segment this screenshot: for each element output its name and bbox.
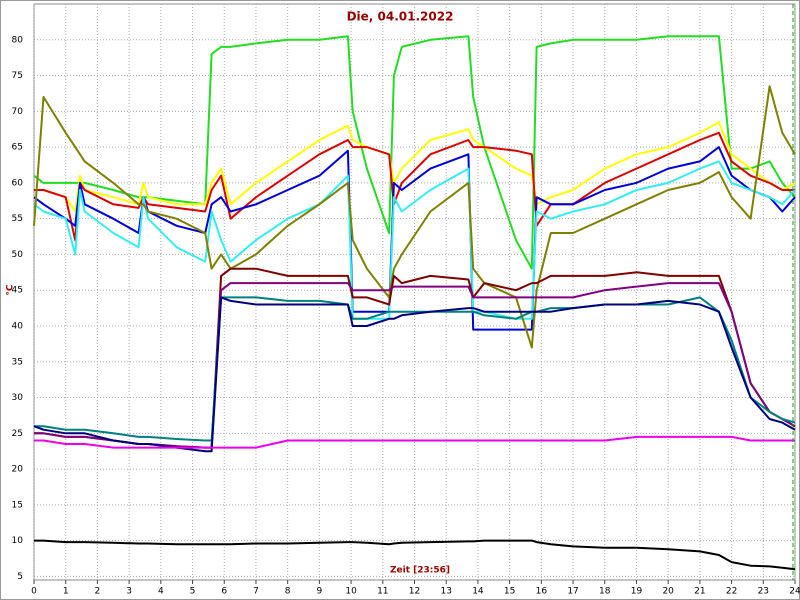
series-line — [34, 131, 795, 242]
x-tick-label: 9 — [317, 587, 323, 597]
x-tick-label: 2 — [95, 587, 101, 597]
y-tick-label: 15 — [12, 500, 23, 510]
x-tick-label: 4 — [158, 587, 164, 597]
y-tick-label: 80 — [12, 35, 24, 45]
x-tick-label: 0 — [31, 587, 37, 597]
x-tick-label: 20 — [662, 587, 674, 597]
x-tick-label: 17 — [567, 587, 578, 597]
series-line — [34, 539, 796, 571]
y-tick-label: 40 — [12, 321, 24, 331]
y-tick-label: 25 — [12, 429, 23, 439]
series-line — [33, 85, 796, 349]
y-tick-label: 50 — [12, 250, 24, 260]
x-tick-label: 13 — [440, 587, 451, 597]
x-tick-label: 11 — [377, 587, 388, 597]
y-tick-label: 35 — [12, 357, 23, 367]
x-tick-label: 8 — [285, 587, 291, 597]
y-tick-label: 75 — [12, 71, 23, 81]
series-line — [33, 296, 796, 453]
x-tick-label: 5 — [190, 587, 196, 597]
y-tick-label: 5 — [17, 572, 23, 582]
y-tick-label: 10 — [12, 536, 24, 546]
x-tick-label: 21 — [694, 587, 705, 597]
x-tick-label: 12 — [409, 587, 420, 597]
chart-title: Die, 04.01.2022 — [347, 10, 454, 24]
x-tick-label: 18 — [599, 587, 611, 597]
series-line — [34, 296, 796, 442]
y-tick-label: 65 — [12, 143, 23, 153]
y-tick-label: 45 — [12, 286, 23, 296]
lines — [33, 35, 796, 571]
x-tick-label: 6 — [221, 587, 227, 597]
x-tick-label: 14 — [472, 587, 484, 597]
y-tick-label: 20 — [12, 465, 24, 475]
y-axis-label: °C — [6, 284, 16, 296]
y-tick-label: 55 — [12, 214, 23, 224]
series-line — [33, 35, 796, 270]
x-axis-label: Zeit [23:56] — [390, 566, 450, 576]
x-tick-label: 1 — [63, 587, 69, 597]
x-tick-label: 10 — [345, 587, 357, 597]
x-tick-label: 19 — [631, 587, 643, 597]
x-tick-label: 3 — [126, 587, 132, 597]
x-tick-label: 16 — [536, 587, 548, 597]
x-tick-label: 15 — [504, 587, 515, 597]
y-tick-label: 60 — [12, 178, 24, 188]
x-tick-label: 24 — [789, 587, 800, 597]
y-tick-label: 70 — [12, 107, 24, 117]
x-tick-label: 22 — [726, 587, 737, 597]
series-line — [34, 435, 795, 449]
x-tick-label: 7 — [253, 587, 259, 597]
x-tick-label: 23 — [758, 587, 769, 597]
y-tick-label: 30 — [12, 393, 24, 403]
